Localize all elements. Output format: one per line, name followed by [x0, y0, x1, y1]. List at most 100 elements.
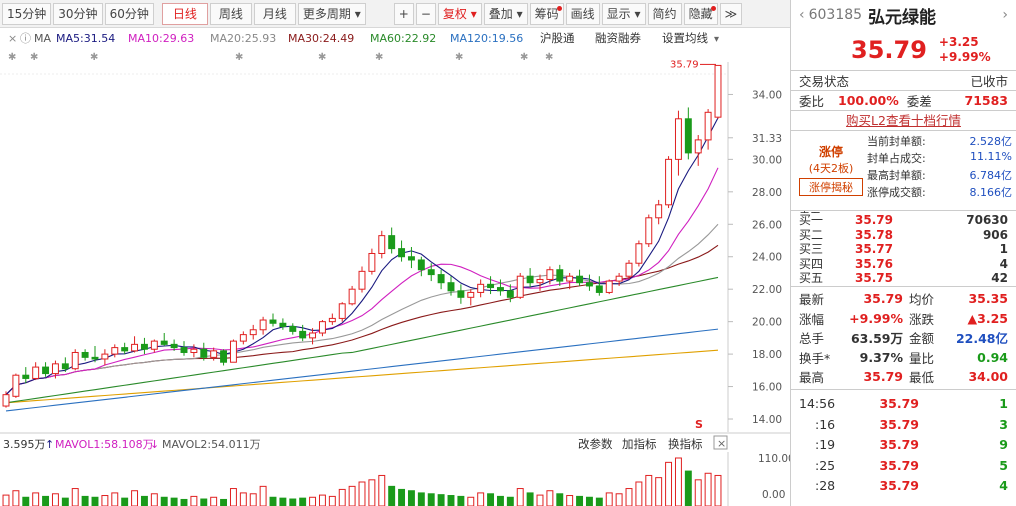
limit-up-title: 涨停 [818, 145, 843, 159]
buy-row[interactable]: 买五 35.75 42 [799, 271, 1008, 286]
volume-bar [160, 496, 168, 506]
volume-bar [398, 488, 406, 506]
zt-row: 当前封单额: 2.528亿 [867, 133, 1012, 150]
candle-body [615, 275, 623, 282]
candle-body [674, 118, 682, 160]
candle-body [160, 340, 168, 345]
tab-15min[interactable]: 15分钟 [2, 2, 52, 25]
chouma-button[interactable]: 筹码 [529, 2, 564, 25]
buy-price: 35.78 [855, 227, 893, 242]
l2-link[interactable]: 购买L2查看十档行情 [791, 110, 1016, 130]
tick-row: :19 35.79 9 [791, 435, 1016, 456]
tab-monthly[interactable]: 月线 [253, 2, 296, 25]
candle-body [180, 347, 188, 353]
buy-label: 买五 [799, 271, 824, 285]
rzrq-link[interactable]: 融资融券 [595, 31, 641, 45]
buy-row[interactable]: 买一 35.79 70630 [799, 213, 1008, 228]
hgt-link[interactable]: 沪股通 [540, 31, 575, 45]
stat-row: 换手* 9.37% 量比 0.94 [791, 348, 1016, 368]
volume-bar [180, 498, 188, 506]
zoom-out-button[interactable]: − [415, 2, 436, 25]
volume-bar [249, 493, 257, 506]
buy-row[interactable]: 买二 35.78 906 [799, 228, 1008, 243]
buy-price: 35.75 [855, 271, 893, 285]
zt-value: 2.528亿 [969, 135, 1013, 148]
tab-daily[interactable]: 日线 [161, 2, 208, 25]
stat-value: 63.59万 [850, 331, 903, 347]
yincang-button[interactable]: 隐藏 [683, 2, 718, 25]
buy-row[interactable]: 买三 35.77 1 [799, 242, 1008, 257]
stat-value: 35.79 [863, 291, 903, 307]
stat-label: 涨幅 [799, 311, 825, 327]
tab-30min[interactable]: 30分钟 [53, 2, 103, 25]
candle-body [22, 374, 30, 379]
close-indicator-button[interactable] [713, 435, 728, 450]
candle-body [417, 259, 425, 271]
candle-body [2, 394, 10, 407]
buy-volume: 70630 [966, 213, 1008, 227]
stat-value: 35.79 [863, 369, 903, 385]
weibi-label: 委比 [799, 94, 825, 109]
y-tick-label: 26.00 [752, 219, 782, 231]
candle-body [338, 303, 346, 319]
jianyue-button[interactable]: 简约 [647, 2, 682, 25]
stock-code: 603185 [808, 7, 863, 23]
volume-bar [526, 492, 534, 506]
stat-label: 量比 [909, 350, 935, 366]
y-tick-label: 16.00 [752, 382, 782, 394]
candle-body [269, 319, 277, 324]
add-indicator-button[interactable]: 加指标 [622, 437, 657, 451]
expand-panel-button[interactable]: ≫ [719, 2, 743, 25]
stat-value: +9.99% [849, 310, 903, 326]
candle-body [91, 356, 99, 360]
buy-label: 买二 [799, 227, 824, 242]
volume-bar [546, 490, 554, 506]
next-stock-icon[interactable]: › [1002, 7, 1008, 23]
volume-bar [150, 493, 158, 506]
limit-up-days: (4天2板) [808, 162, 854, 175]
stat-label: 均价 [909, 292, 935, 308]
xianshi-button[interactable]: 显示 ▾ [601, 2, 646, 25]
volume-bar [585, 496, 593, 506]
candle-body [358, 270, 366, 290]
switch-indicator-button[interactable]: 换指标 [668, 437, 703, 451]
tick-volume: 3 [999, 416, 1008, 432]
candle-body [239, 334, 247, 342]
star-marker-icon: ✱ [375, 52, 383, 63]
limit-up-reveal-button[interactable]: 涨停揭秘 [799, 178, 863, 196]
diejia-button[interactable]: 叠加 ▾ [483, 2, 528, 25]
vol-value: 3.595万 [3, 438, 46, 451]
zt-row: 最高封单额: 6.784亿 [867, 167, 1012, 184]
zoom-in-button[interactable]: + [393, 2, 414, 25]
price-header: 35.79 +3.25 +9.99% [791, 30, 1016, 70]
candle-body [655, 204, 663, 219]
tick-volume: 5 [999, 457, 1008, 473]
change-params-button[interactable]: 改参数 [578, 437, 613, 451]
volume-bar [556, 493, 564, 506]
tab-weekly[interactable]: 周线 [209, 2, 252, 25]
tab-more-periods[interactable]: 更多周期 ▾ [297, 2, 366, 25]
zt-row: 封单占成交: 11.11% [867, 150, 1012, 167]
candle-body [81, 351, 89, 358]
stat-row: 涨幅 +9.99% 涨跌 ▲3.25 [791, 309, 1016, 329]
tab-60min[interactable]: 60分钟 [104, 2, 154, 25]
last-price-label: 35.79 [670, 59, 699, 70]
candle-body [625, 262, 633, 277]
yincang-label: 隐藏 [688, 6, 713, 21]
fuquan-button[interactable]: 复权 ▾ [437, 2, 482, 25]
buy-row[interactable]: 买四 35.76 4 [799, 257, 1008, 272]
volume-bar [210, 496, 218, 506]
kline-chart[interactable]: × ⓘ MA MA5:31.54 MA10:29.63 MA20:25.93 M… [0, 28, 790, 506]
prev-stock-icon[interactable]: ‹ [799, 7, 805, 23]
volume-bar [684, 470, 692, 506]
ma-close-icon[interactable]: × [8, 32, 17, 45]
candle-body [279, 322, 287, 328]
volume-bar [655, 477, 663, 506]
ma60-line [5, 276, 719, 404]
volume-bar [81, 495, 89, 506]
huaxian-button[interactable]: 画线 [565, 2, 600, 25]
candle-body [289, 326, 297, 332]
y-tick-label: 20.00 [752, 317, 782, 329]
volume-bar [318, 494, 326, 506]
ma-settings-button[interactable]: 设置均线 [662, 31, 708, 45]
